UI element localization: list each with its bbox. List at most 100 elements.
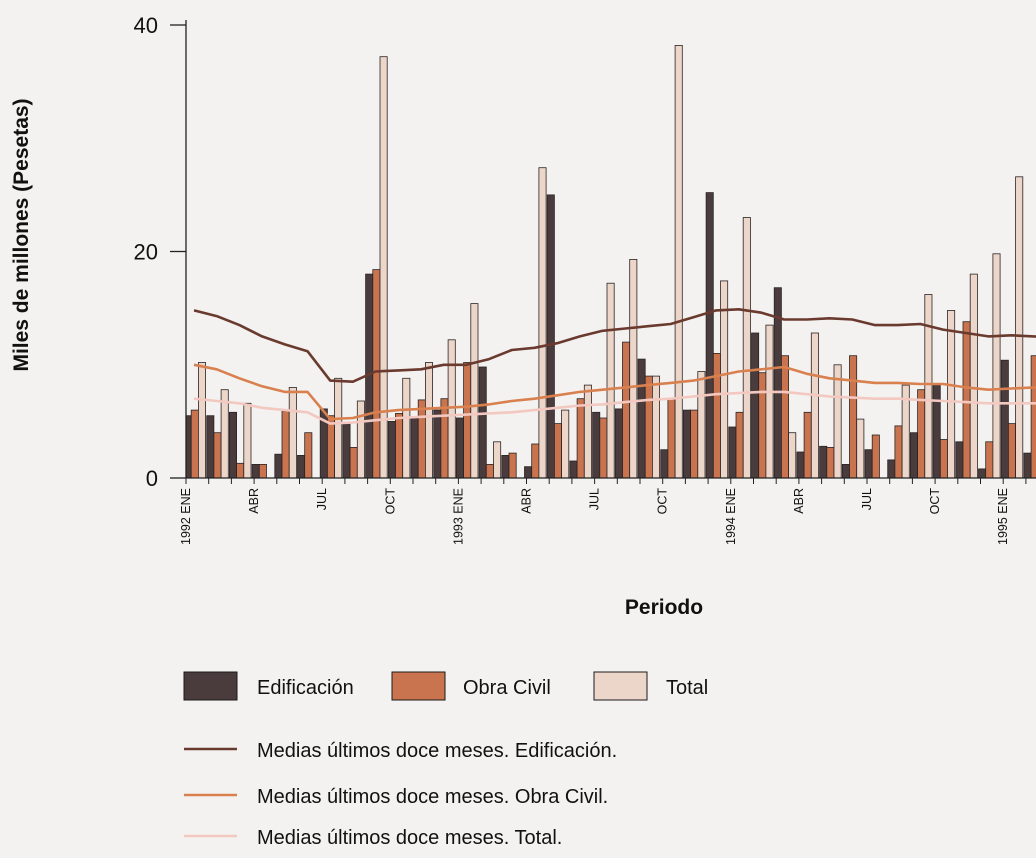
- bar-edificaci-n-3: [251, 463, 260, 479]
- bar-obra-civil-37: [1030, 355, 1036, 479]
- bar-edificaci-n-27: [796, 451, 805, 479]
- bar-edificaci-n-14: [501, 454, 510, 479]
- bar-obra-civil-5: [304, 432, 313, 479]
- bar-edificaci-n-2: [228, 411, 237, 479]
- bar-edificaci-n-29: [841, 463, 850, 479]
- bar-total-19: [629, 258, 638, 479]
- x-axis-title: Periodo: [625, 596, 703, 619]
- bar-edificaci-n-15: [524, 466, 533, 479]
- bar-edificaci-n-37: [1023, 452, 1032, 479]
- legend-item-edificacion: Edificación: [183, 671, 354, 701]
- x-tick-label-6: JUL: [588, 488, 602, 510]
- bar-obra-civil-35: [985, 441, 994, 479]
- bar-edificaci-n-0: [186, 415, 192, 479]
- bar-total-0: [197, 362, 206, 479]
- bar-total-25: [765, 324, 774, 479]
- moving-average-lines: [193, 307, 1036, 425]
- bar-obra-civil-2: [236, 462, 245, 479]
- bar-obra-civil-14: [508, 452, 517, 479]
- legend-swatch-total: [593, 671, 648, 701]
- bar-obra-civil-33: [939, 439, 948, 479]
- bar-total-12: [470, 303, 479, 479]
- bar-edificaci-n-35: [978, 468, 987, 479]
- bar-obra-civil-8: [372, 269, 381, 479]
- bar-total-29: [856, 418, 865, 479]
- bar-total-16: [561, 409, 570, 479]
- x-tick-label-7: OCT: [656, 488, 670, 515]
- legend-label-media-obra-civil: Medias últimos doce meses. Obra Civil.: [257, 786, 608, 808]
- legend-item-media-total: Medias últimos doce meses. Total.: [184, 827, 562, 849]
- x-tick-label-10: JUL: [860, 488, 874, 510]
- bar-edificaci-n-7: [342, 423, 351, 479]
- bar-total-27: [810, 332, 819, 479]
- bar-total-18: [606, 282, 615, 479]
- bar-obra-civil-13: [485, 463, 494, 479]
- bar-total-22: [697, 371, 706, 479]
- x-tick-label-1: ABR: [247, 488, 261, 514]
- bar-total-6: [334, 377, 343, 479]
- bar-obra-civil-10: [417, 399, 426, 479]
- bar-total-26: [788, 432, 797, 479]
- bar-edificaci-n-10: [410, 416, 419, 479]
- bar-obra-civil-19: [622, 341, 631, 479]
- series-line-1: [193, 363, 1036, 421]
- bar-total-32: [924, 294, 933, 479]
- bar-obra-civil-26: [781, 355, 790, 479]
- bar-obra-civil-22: [690, 409, 699, 479]
- x-tick-label-5: ABR: [520, 488, 534, 514]
- bar-obra-civil-20: [644, 375, 653, 479]
- legend-label-obra-civil: Obra Civil: [463, 677, 551, 699]
- bar-obra-civil-27: [803, 411, 812, 479]
- bar-edificaci-n-1: [206, 415, 215, 479]
- x-tick-label-8: 1994 ENE: [724, 488, 738, 545]
- bar-edificaci-n-34: [955, 441, 964, 479]
- bar-edificaci-n-23: [705, 192, 714, 479]
- x-tick-label-2: JUL: [315, 488, 329, 510]
- bar-edificaci-n-5: [297, 454, 306, 479]
- bar-total-35: [992, 253, 1001, 479]
- bar-edificaci-n-18: [592, 411, 601, 479]
- bar-total-4: [288, 386, 297, 479]
- bar-obra-civil-18: [599, 417, 608, 479]
- bar-obra-civil-9: [395, 412, 404, 479]
- bar-edificaci-n-31: [887, 459, 896, 479]
- bar-edificaci-n-32: [910, 432, 919, 479]
- legend: Edificación Obra Civil Total Medias últi…: [183, 671, 708, 849]
- y-tick-label-40: 40: [134, 13, 158, 38]
- legend-item-total: Total: [593, 671, 708, 701]
- bar-total-9: [402, 377, 411, 479]
- bar-obra-civil-29: [849, 355, 858, 479]
- legend-item-media-edificacion: Medias últimos doce meses. Edificación.: [184, 740, 617, 762]
- bar-edificaci-n-13: [478, 366, 487, 479]
- y-axis-title: Miles de millones (Pesetas): [10, 98, 33, 371]
- bar-edificaci-n-20: [637, 358, 646, 479]
- bar-total-28: [833, 364, 842, 479]
- bar-edificaci-n-22: [683, 409, 692, 479]
- bar-edificaci-n-24: [728, 426, 737, 479]
- bar-edificaci-n-30: [864, 449, 873, 479]
- bar-total-15: [538, 167, 547, 479]
- bar-edificaci-n-28: [819, 445, 828, 479]
- bar-edificaci-n-9: [387, 420, 396, 479]
- legend-label-edificacion: Edificación: [257, 677, 354, 699]
- legend-label-total: Total: [666, 677, 708, 699]
- bar-obra-civil-24: [735, 411, 744, 479]
- legend-item-obra-civil: Obra Civil: [391, 671, 551, 701]
- bar-obra-civil-30: [871, 434, 880, 479]
- bar-edificaci-n-33: [932, 383, 941, 479]
- series-line-2: [193, 390, 1036, 425]
- bar-total-20: [652, 375, 661, 479]
- legend-item-media-obra-civil: Medias últimos doce meses. Obra Civil.: [184, 786, 608, 808]
- bar-total-17: [583, 384, 592, 479]
- bar-obra-civil-17: [576, 398, 585, 479]
- bar-obra-civil-3: [258, 463, 267, 479]
- bar-obra-civil-28: [826, 446, 835, 479]
- bar-edificaci-n-36: [1000, 359, 1009, 479]
- y-tick-label-20: 20: [134, 240, 158, 265]
- bar-obra-civil-4: [281, 410, 290, 479]
- bar-obra-civil-31: [894, 425, 903, 479]
- bar-total-2: [243, 402, 252, 479]
- bar-obra-civil-0: [190, 409, 199, 479]
- legend-swatch-obra-civil: [391, 671, 446, 701]
